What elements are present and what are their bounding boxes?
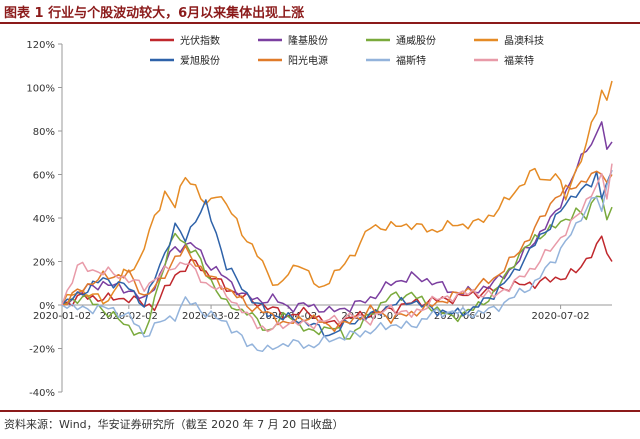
legend-label: 光伏指数 [180, 34, 220, 47]
series-line-2 [61, 121, 613, 313]
y-tick-label: 40% [33, 214, 55, 225]
line-chart: -40% -20% 0% 20% 40% 60% 80% 100% 120% 2020-01-02… [26, 34, 613, 399]
chart-area: -40% -20% 0% 20% 40% 60% 80% 100% 120% 2020-01-02… [0, 26, 640, 410]
x-tick-label: 2020-03-02 [182, 311, 240, 322]
series-line-1 [61, 235, 613, 328]
x-tick-label: 2020-02-02 [100, 311, 158, 322]
x-tick-label: 2020-07-02 [532, 311, 590, 322]
legend-label: 阳光电源 [288, 54, 328, 67]
series-line-6 [61, 170, 613, 333]
y-tick-label: 0% [39, 301, 55, 312]
series-line-7 [61, 169, 613, 353]
figure-title: 图表 1 行业与个股波动较大，6月以来集体出现上涨 [4, 6, 305, 21]
y-tick-label: 120% [26, 40, 55, 51]
source-note: 资料来源：Wind，华安证券研究所（截至 2020 年 7 月 20 日收盘） [4, 418, 344, 431]
legend-label: 福斯特 [396, 54, 426, 67]
series-line-8 [61, 163, 613, 333]
legend-label: 福莱特 [504, 54, 534, 67]
y-tick-label: 100% [26, 84, 55, 95]
y-tick-label: 80% [33, 127, 55, 138]
legend-label: 晶澳科技 [504, 34, 544, 47]
source-bar: 资料来源：Wind，华安证券研究所（截至 2020 年 7 月 20 日收盘） [0, 410, 640, 439]
series-line-4 [61, 80, 613, 306]
y-tick-label: 20% [33, 258, 55, 269]
x-tick-label: 2020-01-02 [33, 311, 91, 322]
x-tick-label: 2020-06-02 [434, 311, 492, 322]
legend-label: 通威股份 [396, 34, 436, 47]
y-tick-label: -40% [29, 388, 55, 399]
y-tick-label: -20% [29, 345, 55, 356]
figure-title-bar: 图表 1 行业与个股波动较大，6月以来集体出现上涨 [0, 0, 640, 24]
y-tick-label: 60% [33, 171, 55, 182]
legend-label: 爱旭股份 [180, 54, 220, 67]
legend-label: 隆基股份 [288, 34, 328, 47]
